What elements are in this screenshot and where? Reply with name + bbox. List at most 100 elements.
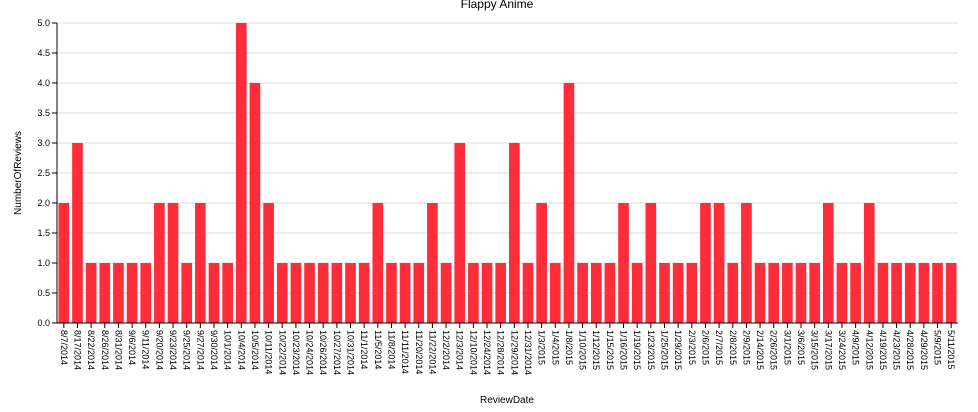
x-tick-label: 11/20/2014 — [414, 330, 424, 374]
bar — [631, 263, 643, 323]
bar — [536, 203, 547, 323]
x-tick-label: 11/5/2014 — [373, 330, 383, 369]
y-tick-label: 0.0 — [37, 318, 50, 328]
bar — [399, 263, 411, 323]
bar — [686, 263, 698, 323]
x-tick-label: 8/7/2014 — [59, 330, 69, 365]
x-tick-label: 4/29/2015 — [919, 330, 929, 370]
x-tick-label: 1/29/2015 — [673, 330, 683, 370]
bar — [304, 263, 315, 323]
x-tick-label: 11/11/2014 — [400, 330, 410, 374]
x-tick-label: 1/23/2015 — [646, 330, 656, 370]
bar — [713, 203, 725, 323]
x-tick-label: 1/25/2015 — [659, 330, 669, 370]
x-tick-label: 12/3/2014 — [455, 330, 465, 370]
bar — [85, 263, 97, 323]
bar — [549, 263, 561, 323]
x-axis: 8/7/2014 8/17/2014 8/22/2014 8/26/2014 8/31/… — [57, 322, 958, 375]
bar — [932, 263, 943, 323]
bar — [72, 143, 83, 323]
bar — [413, 263, 425, 323]
y-tick-label: 3.0 — [37, 138, 50, 148]
bar — [904, 263, 916, 323]
bar — [113, 263, 124, 323]
x-tick-label: 8/17/2014 — [72, 330, 82, 370]
x-tick-label: 12/31/2014 — [523, 330, 533, 375]
x-tick-label: 11/1/2014 — [359, 330, 369, 369]
bar — [522, 263, 534, 323]
x-tick-label: 8/22/2014 — [86, 330, 96, 370]
bar — [235, 23, 247, 323]
bar — [727, 263, 739, 323]
y-tick-label: 3.5 — [37, 108, 50, 118]
x-tick-label: 2/3/2015 — [687, 330, 697, 365]
x-tick-label: 12/29/2014 — [509, 330, 519, 375]
bar — [126, 263, 138, 323]
x-tick-label: 9/11/2014 — [141, 330, 151, 369]
bar — [222, 263, 233, 323]
y-tick-label: 1.5 — [37, 228, 50, 238]
x-tick-label: 9/27/2014 — [195, 330, 205, 370]
x-tick-label: 12/28/2014 — [496, 330, 506, 375]
bar — [700, 203, 711, 323]
bar — [495, 263, 506, 323]
bar — [577, 263, 588, 323]
y-tick-label: 1.0 — [37, 258, 50, 268]
bar — [386, 263, 397, 323]
gridlines — [57, 22, 958, 324]
x-tick-label: 4/12/2015 — [864, 330, 874, 370]
bars — [58, 23, 957, 323]
x-tick-label: 1/8/2015 — [564, 330, 574, 365]
bar — [208, 263, 220, 323]
bar — [58, 203, 70, 323]
x-tick-label: 5/11/2015 — [946, 330, 956, 369]
bar — [290, 263, 302, 323]
bar — [604, 263, 616, 323]
bar — [167, 203, 179, 323]
bar — [99, 263, 111, 323]
x-tick-label: 2/6/2015 — [700, 330, 710, 365]
x-tick-label: 11/8/2014 — [386, 330, 396, 369]
chart-title: Flappy Anime — [461, 0, 534, 11]
x-tick-label: 9/6/2014 — [127, 330, 137, 365]
bar — [440, 263, 452, 323]
x-tick-label: 4/9/2015 — [851, 330, 861, 365]
x-tick-label: 3/17/2015 — [823, 330, 833, 370]
bar — [891, 263, 902, 323]
bar — [195, 203, 206, 323]
x-tick-label: 10/31/2014 — [346, 330, 356, 375]
bar — [468, 263, 479, 323]
bar — [850, 263, 861, 323]
bar — [249, 83, 261, 323]
x-tick-label: 4/23/2015 — [892, 330, 902, 370]
bar — [563, 83, 575, 323]
bar — [836, 263, 848, 323]
x-tick-label: 11/22/2014 — [427, 330, 437, 374]
x-tick-label: 1/19/2015 — [632, 330, 642, 370]
x-tick-label: 10/11/2014 — [264, 330, 274, 374]
x-tick-label: 10/1/2014 — [223, 330, 233, 370]
x-tick-label: 4/19/2015 — [878, 330, 888, 370]
x-tick-label: 3/24/2015 — [837, 330, 847, 370]
bar — [659, 263, 670, 323]
x-tick-label: 10/23/2014 — [291, 330, 301, 375]
x-tick-label: 1/3/2015 — [537, 330, 547, 365]
bar — [822, 203, 834, 323]
x-tick-label: 3/15/2015 — [810, 330, 820, 370]
x-tick-label: 9/25/2014 — [182, 330, 192, 370]
x-tick-label: 2/26/2015 — [769, 330, 779, 370]
x-tick-label: 10/27/2014 — [332, 330, 342, 375]
bar — [317, 263, 329, 323]
y-tick-label: 2.5 — [37, 168, 50, 178]
y-tick-label: 2.0 — [37, 198, 50, 208]
bar — [140, 263, 152, 323]
x-tick-label: 12/24/2014 — [482, 330, 492, 375]
x-tick-label: 2/9/2015 — [741, 330, 751, 365]
x-tick-label: 1/12/2015 — [591, 330, 601, 370]
x-tick-label: 1/10/2015 — [578, 330, 588, 370]
x-tick-label: 10/24/2014 — [305, 330, 315, 375]
x-tick-label: 9/23/2014 — [168, 330, 178, 370]
bar — [345, 263, 356, 323]
bar — [276, 263, 288, 323]
